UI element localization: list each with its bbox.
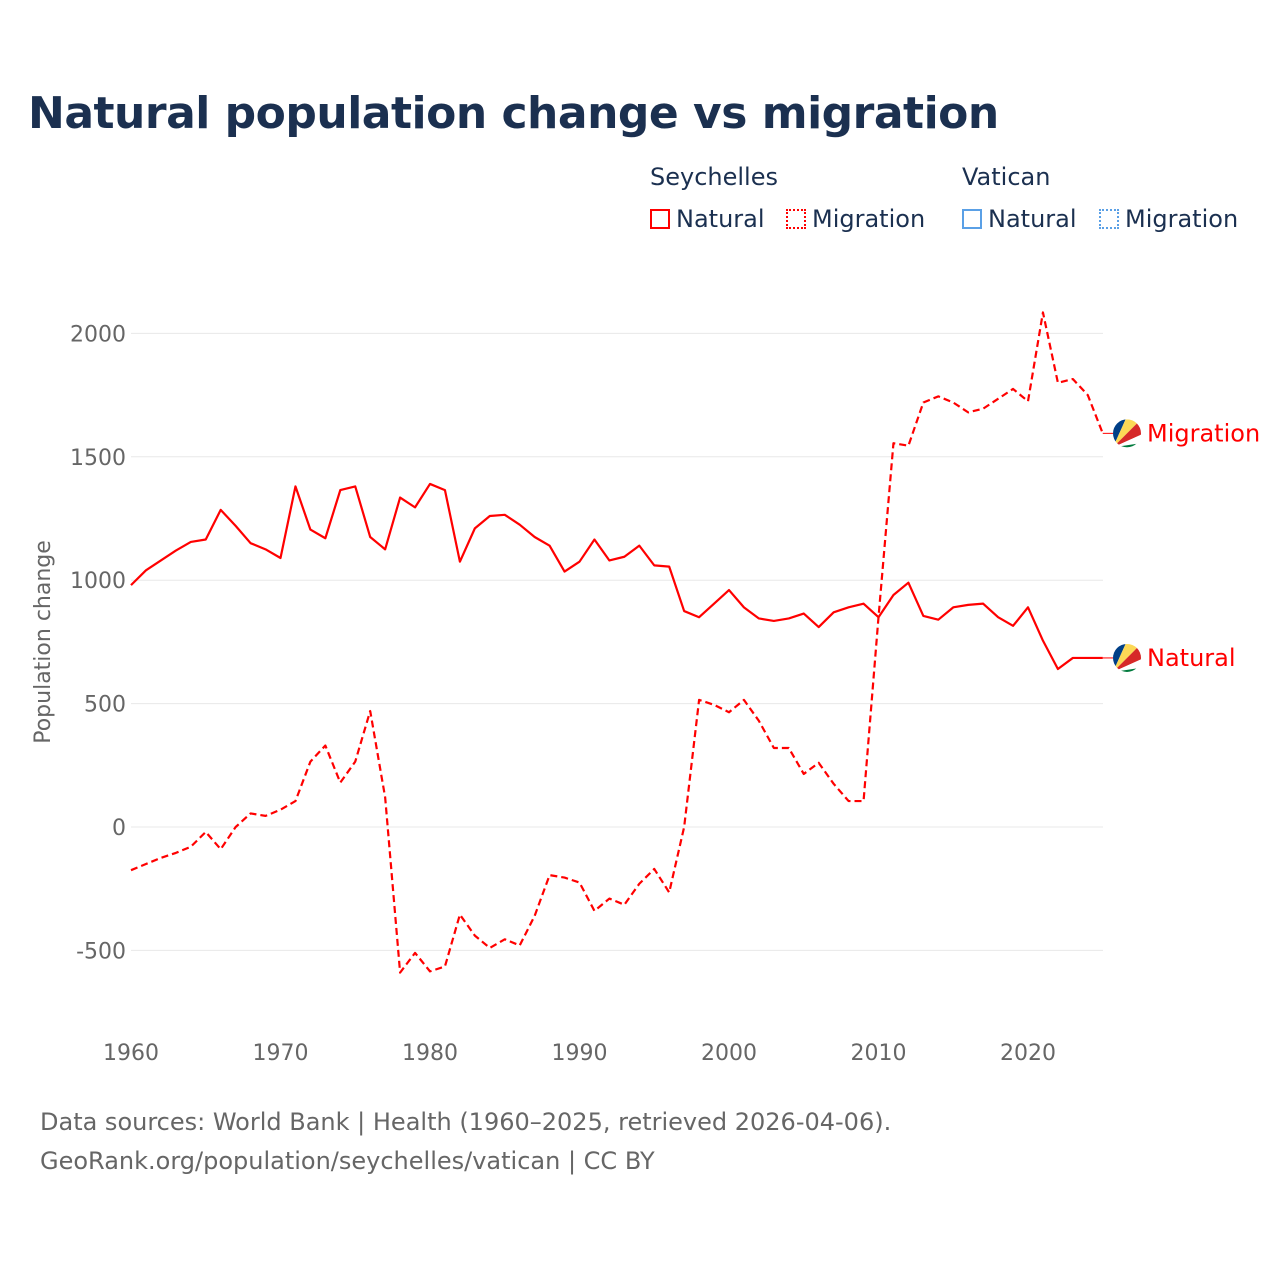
x-tick-label: 1990 xyxy=(552,1041,608,1066)
y-tick-label: 1000 xyxy=(70,569,126,594)
legend-group-vatican: Vatican xyxy=(962,163,1051,191)
legend-vatican-migration[interactable]: Migration xyxy=(1099,205,1238,233)
y-tick-label: 0 xyxy=(112,816,126,841)
legend-swatch-dotted xyxy=(1099,209,1119,229)
legend-swatch-dotted xyxy=(786,209,806,229)
legend-seychelles-natural[interactable]: Natural xyxy=(650,205,765,233)
x-tick-label: 2010 xyxy=(851,1041,907,1066)
x-tick-label: 2000 xyxy=(701,1041,757,1066)
x-tick-label: 1970 xyxy=(253,1041,309,1066)
seychelles-flag-icon xyxy=(1113,643,1141,672)
legend-label: Migration xyxy=(812,205,926,233)
x-tick-label: 1960 xyxy=(103,1041,159,1066)
y-tick-label: 1500 xyxy=(70,446,126,471)
y-tick-label: 2000 xyxy=(70,322,126,347)
seychelles-flag-icon xyxy=(1113,419,1141,448)
legend-group-seychelles: Seychelles xyxy=(650,163,778,191)
legend-label: Natural xyxy=(988,205,1077,233)
legend-vatican-natural[interactable]: Natural xyxy=(962,205,1077,233)
end-label-natural: Natural xyxy=(1147,644,1236,672)
y-tick-label: 500 xyxy=(84,693,126,718)
footer-sources: Data sources: World Bank | Health (1960–… xyxy=(40,1108,892,1136)
y-axis-label: Population change xyxy=(31,540,56,744)
footer-link[interactable]: GeoRank.org/population/seychelles/vatica… xyxy=(40,1147,655,1175)
y-tick-label: -500 xyxy=(76,939,126,964)
legend-swatch-solid xyxy=(650,209,670,229)
legend-label: Migration xyxy=(1125,205,1239,233)
series-line-natural xyxy=(130,482,1103,671)
chart-title: Natural population change vs migration xyxy=(28,88,999,139)
x-tick-label: 1980 xyxy=(402,1041,458,1066)
legend-swatch-solid xyxy=(962,209,982,229)
series-line-migration xyxy=(130,311,1104,974)
legend-seychelles-migration[interactable]: Migration xyxy=(786,205,925,233)
x-tick-label: 2020 xyxy=(1000,1041,1056,1066)
end-label-migration: Migration xyxy=(1147,419,1260,447)
legend-label: Natural xyxy=(676,205,765,233)
